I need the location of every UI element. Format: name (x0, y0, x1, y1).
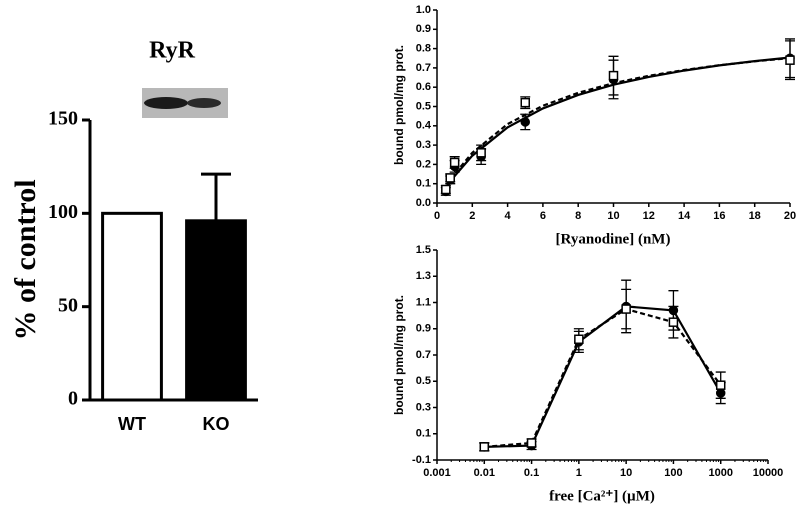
y-tick-label: 1.0 (416, 4, 431, 16)
marker (476, 148, 486, 158)
y-tick-label: 0.3 (416, 401, 431, 413)
y-tick-label: 0.3 (416, 139, 431, 151)
x-tick-label: 18 (749, 210, 761, 222)
x-tick-label: 10 (607, 210, 619, 222)
y-tick-label: 0.6 (416, 81, 431, 93)
x-tick-label: 0.001 (423, 467, 451, 479)
marker (520, 117, 530, 127)
y-tick-label: 0.7 (416, 62, 431, 74)
y-tick-label: 0.5 (416, 375, 431, 387)
y-axis-label: bound pmol/mg prot. (392, 295, 406, 415)
y-tick-label: 0.1 (416, 178, 431, 190)
x-axis-label: free [Ca²⁺] (µM) (549, 488, 655, 504)
x-axis-label: [Ryanodine] (nM) (556, 231, 671, 247)
western-blot (142, 88, 228, 118)
x-tick-label: 0 (434, 210, 440, 222)
x-tick-label: 1 (576, 467, 582, 479)
marker (668, 317, 679, 327)
y-tick-label: 50 (58, 294, 78, 316)
x-tick-label: 6 (540, 210, 546, 222)
y-tick-label: 150 (48, 108, 78, 130)
x-tick-label: 0.1 (524, 467, 539, 479)
y-tick-label: 0.0 (416, 197, 431, 209)
bar (185, 219, 247, 402)
y-tick-label: 0.8 (416, 43, 431, 55)
y-tick-label: 0 (68, 388, 78, 410)
marker (479, 442, 490, 452)
x-tick-label: 12 (643, 210, 655, 222)
x-tick-label: 0.01 (474, 467, 495, 479)
marker (449, 157, 460, 168)
bar (101, 211, 163, 402)
x-tick-label: 100 (664, 467, 682, 479)
x-tick-label: 14 (678, 210, 691, 222)
y-tick-label: 0.4 (416, 120, 432, 132)
series-line (484, 305, 722, 448)
y-tick-label: 0.5 (416, 100, 431, 112)
y-tick-label: 1.1 (416, 296, 431, 308)
marker (574, 334, 584, 344)
marker (520, 97, 530, 108)
x-tick-label: 1000 (708, 467, 732, 479)
x-tick-label: 4 (505, 210, 512, 222)
y-axis-label: bound pmol/mg prot. (392, 45, 406, 165)
y-tick-label: -0.1 (412, 454, 431, 466)
marker (445, 173, 455, 183)
marker (441, 184, 451, 195)
chart-title: RyR (149, 38, 195, 64)
marker (715, 380, 726, 390)
x-tick-label: KO (203, 414, 230, 434)
y-tick-label: 1.5 (416, 244, 431, 256)
x-tick-label: 16 (713, 210, 725, 222)
x-tick-label: 20 (784, 210, 796, 222)
y-axis-label: % of control (9, 179, 42, 340)
marker (608, 70, 619, 81)
y-tick-label: 100 (48, 201, 78, 223)
marker (785, 55, 795, 65)
y-tick-label: 0.9 (416, 23, 431, 35)
x-tick-label: 10 (620, 467, 632, 479)
x-tick-label: 2 (469, 210, 475, 222)
x-tick-label: 10000 (753, 467, 784, 479)
marker (621, 304, 631, 314)
y-tick-label: 0.9 (416, 323, 431, 335)
y-tick-label: 0.2 (416, 158, 431, 170)
y-tick-label: 0.1 (416, 428, 431, 440)
series-line (441, 56, 791, 194)
y-tick-label: 0.7 (416, 349, 431, 361)
x-tick-label: WT (118, 414, 146, 434)
y-tick-label: 1.3 (416, 270, 431, 282)
error-bar (201, 172, 231, 221)
x-tick-label: 8 (575, 210, 581, 222)
marker (526, 438, 537, 448)
